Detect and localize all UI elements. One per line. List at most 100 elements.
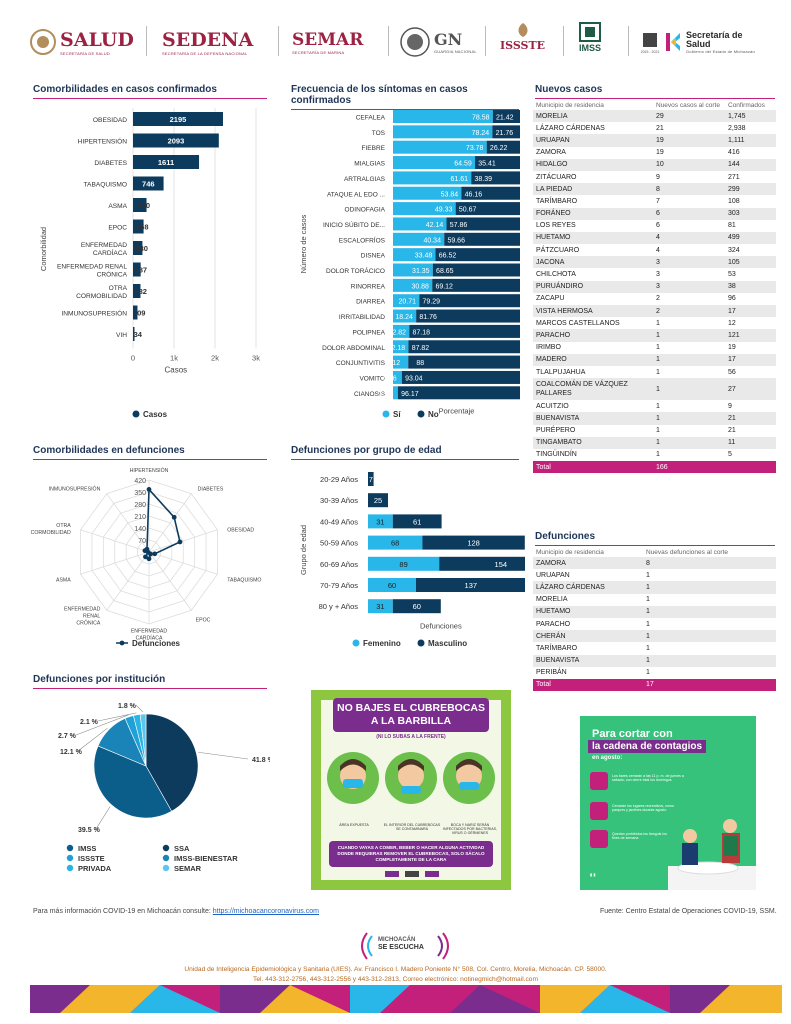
table-row: HIDALGO 10 144 [533,158,776,171]
radar-tick-label: 280 [134,502,146,509]
bar-value-label: 68 [391,539,399,548]
bar-value-label: 35.41 [478,161,496,168]
table-row: ZITÁCUARO 9 271 [533,171,776,183]
radar-axis-label: TABAQUISMO [227,577,261,583]
y-axis-title: Grupo de edad [299,525,308,575]
poster2-footer-logos: ▮ ▮ [590,872,596,877]
category-label: TABAQUISMO [84,182,127,189]
table-cell: 1 [643,630,776,643]
table-cell: LÁZARO CÁRDENAS [533,581,643,594]
table-row: IRIMBO 1 19 [533,342,776,354]
table-row: LA PIEDAD 8 299 [533,183,776,196]
radar-spoke [80,529,150,553]
bar-value-label: 25 [374,496,382,505]
bar-asma [133,198,147,212]
table-cell: PARACHO [536,620,571,628]
bar-value-label: 89 [399,560,407,569]
table-cell: ZAMORA [533,557,643,570]
brand-line2: SE ESCUCHA [378,944,424,951]
bar-value-label: 21.76 [496,130,514,137]
table-row: MORELIA 29 1,745 [533,110,776,123]
table-row: LÁZARO CÁRDENAS 21 2,938 [533,122,776,134]
radar-axis-label: CRÓNICA [76,619,100,626]
legend-label: Defunciones [132,639,181,648]
brand-line1: MICHOACÁN [378,937,416,943]
bar-no-diarrea [419,294,520,308]
y-axis-title: Comorbilidad [39,227,48,271]
legend-swatch-si [382,410,390,418]
table-cell: 8 [643,557,776,570]
table-cell: 499 [725,231,776,245]
bar-diabetes [133,155,200,169]
table-row: CHILCHOTA 3 53 [533,268,776,280]
sedena-sub: SECRETARÍA DE LA DEFENSA NACIONAL [162,50,248,56]
col-nuevas-defunciones: Nuevas defunciones al corte [646,549,729,556]
table-cell: HUETAMO [533,605,643,618]
category-label: HIPERTENSIÓN [78,137,128,146]
poster2-item2: Cerrarán los lugares recreativos, como p… [612,804,674,812]
legend-swatch-issste [66,854,74,862]
legend-label-masculino: Masculino [428,639,467,648]
table-cell: 2 [653,305,725,318]
category-label: OTRA [109,285,128,292]
bar-value-label: 746 [142,180,155,189]
radar-spoke [148,529,218,553]
bar-si-inicio-subito-de [393,217,447,231]
cubrebocas-poster: NO BAJES EL CUBREBOCAS A LA BARBILLA (NI… [311,690,511,890]
table-cell: TINGÜINDÍN [536,451,577,459]
poster1-faces [327,752,495,804]
x-tick-label: 3k [252,354,260,363]
category-label: VOMITO [359,375,385,382]
table-cell: 96 [728,295,736,303]
park-icon [590,802,608,820]
category-label: 70-79 Años [320,581,358,590]
bar-value-label: 40.34 [423,237,441,244]
bar-value-label: 330 [138,201,151,210]
table-row: TINGAMBATO 1 11 [533,436,776,449]
bar-masculino-50-59-anos [422,535,525,550]
section-title-comorbilidades-casos: Comorbilidades en casos confirmados [33,84,267,99]
bar-value-label: 59.66 [447,237,465,244]
table-cell: 19 [653,134,725,147]
radar-spoke [148,551,192,611]
bar-value-label: 81.76 [419,314,437,321]
legend-swatch-no [417,410,425,418]
table-cell: LÁZARO CÁRDENAS [536,124,605,132]
x-axis-title: Porcentaje [439,407,475,416]
category-label: TOS [372,130,386,137]
footer-info-link[interactable]: https://michoacancoronavirus.com [212,908,319,915]
radar-spoke [80,551,150,575]
table-row: LOS REYES 6 81 [533,220,776,232]
salud-logo: SALUD SECRETARÍA DE SALUD [30,22,134,62]
bar-no-cefalea [492,110,520,123]
radar-point [143,554,148,560]
category-label: DISNEA [361,253,386,260]
category-label: ARTRALGIAS [344,176,386,183]
category-label: CRÓNICA [97,270,128,279]
logo-bar: SALUD SECRETARÍA DE SALUD SEDENA SECRETARÍ… [30,18,770,64]
pie-leader-line [97,712,137,722]
footer-fuente: Fuente: Centro Estatal de Operaciones CO… [600,908,777,915]
bar-value-label: 109 [133,309,146,318]
radar-spoke [106,551,150,611]
bar-femenino-70-79-anos [368,578,416,592]
legend-swatch [132,410,140,418]
bar-value-label: 46.16 [465,191,483,198]
table-cell: 81 [728,222,736,230]
footer-info: Para más información COVID-19 en Michoac… [33,908,319,915]
section-title-defunciones-edad: Defunciones por grupo de edad [291,445,519,460]
category-label: ESCALOFRÍOS [339,235,386,244]
imss-logo: IMSS [579,22,601,62]
pie-leader-line [75,714,129,736]
bar-no-dolor-abdominal [408,340,520,354]
bar-si-cefalea [393,110,493,123]
bar-value-label: 88 [416,360,424,367]
bar-inmunosupresion [133,305,138,320]
table-cell: 21 [656,124,664,132]
radar-series-line [143,487,181,561]
category-label: EPOC [108,225,127,232]
table-cell: 3 [653,280,725,293]
cadena-contagios-poster: Para cortar con la cadena de contagios e… [580,716,756,890]
category-label: OBESIDAD [93,117,127,124]
radar-tick-label: 210 [134,514,146,521]
